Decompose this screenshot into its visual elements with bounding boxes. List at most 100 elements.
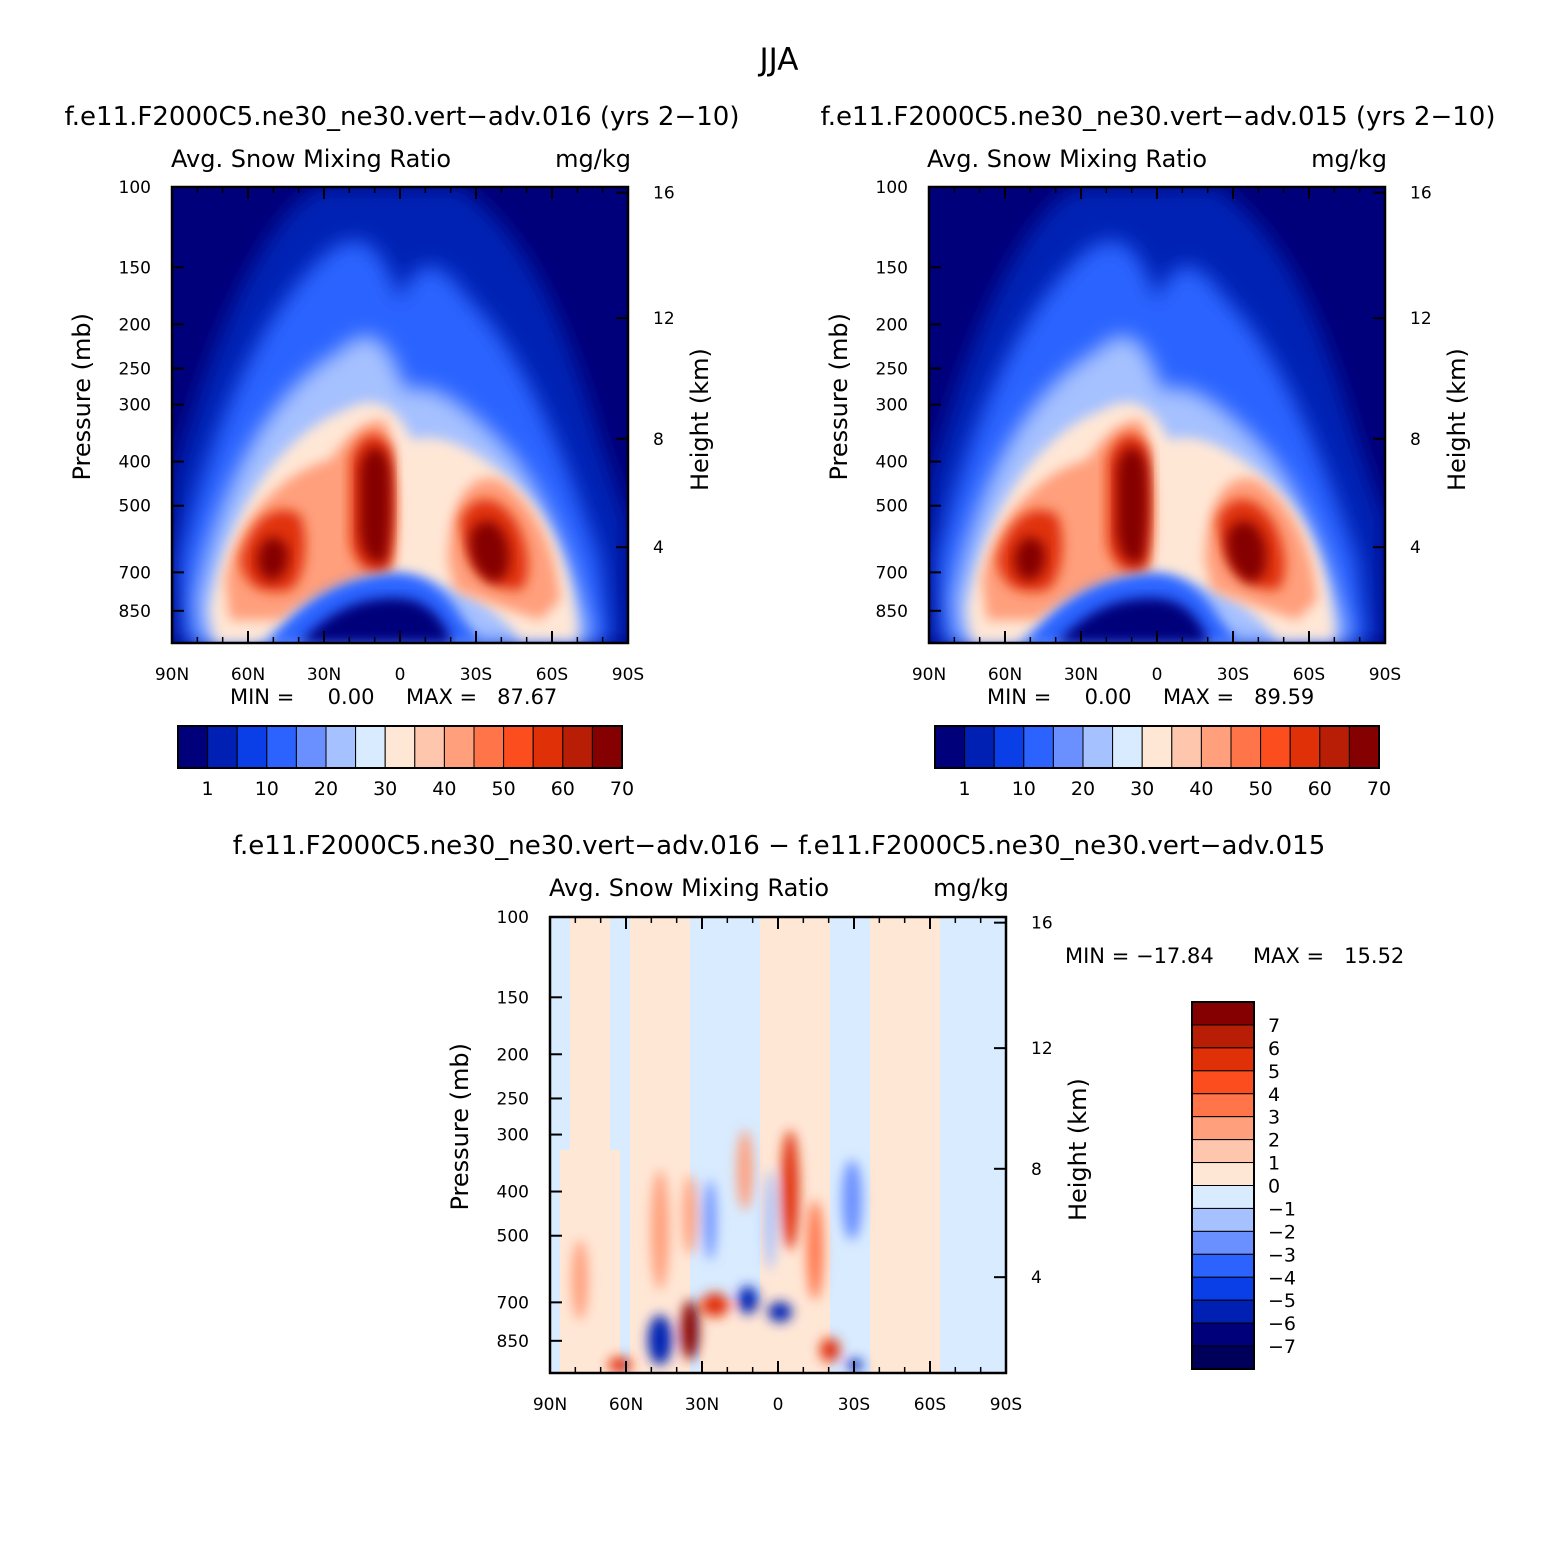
- panel-2-axes: 90N 60N 30N 0 30S 60S 90S 100 150 200 250 300 400 500…: [825, 178, 1471, 685]
- panel-2-colorbar-box: [1230, 725, 1262, 769]
- panel-2-max: MAX = 89.59: [1163, 685, 1314, 709]
- panel-3-max: MAX = 15.52: [1253, 944, 1404, 968]
- panel-2-colorbar-frame: [934, 725, 1380, 769]
- panel-1-xtick-label: 60N: [231, 665, 265, 685]
- panel-3-colorbar-box: [1191, 1139, 1255, 1164]
- panel-1-height-tick-label: 8: [653, 430, 664, 450]
- panel-3-colorbar-label: −4: [1268, 1267, 1296, 1289]
- panel-1-colorbar-box: [591, 725, 623, 769]
- panel-2-xtick-label: 90N: [912, 665, 946, 685]
- panel-3-xtick-label: 90N: [533, 1395, 567, 1415]
- panel-2-xtick-label: 60S: [1293, 665, 1325, 685]
- panel-3-axes: 90N 60N 30N 0 30S 60S 90S 100 150 200 250 300 400 500…: [446, 908, 1092, 1415]
- panel-3-xtick-label: 60S: [914, 1395, 946, 1415]
- panel-2-variable: Avg. Snow Mixing Ratio: [927, 145, 1207, 173]
- panel-2-ytick-label: 250: [876, 359, 908, 379]
- panel-3-colorbar-box: [1191, 1253, 1255, 1278]
- panel-2-colorbar-label: 70: [1367, 778, 1391, 800]
- panel-1-xtick-label: 0: [395, 665, 406, 685]
- panel-2-height-tick-label: 8: [1410, 430, 1421, 450]
- panel-1-ytick-label: 250: [119, 359, 151, 379]
- panel-1-colorbar-box: [207, 725, 238, 769]
- panel-3-colorbar-box: [1191, 1070, 1255, 1095]
- panel-1-colorbar-label: 30: [373, 778, 397, 800]
- panel-3: f.e11.F2000C5.ne30_ne30.vert−adv.016 − f…: [233, 831, 1405, 1415]
- panel-3-colorbar-label: −3: [1268, 1244, 1296, 1266]
- panel-1-variable: Avg. Snow Mixing Ratio: [171, 145, 451, 173]
- panel-3-colorbar-label: −1: [1268, 1198, 1296, 1220]
- panel-2-colorbar-box: [1082, 725, 1114, 769]
- panel-2-colorbar-box: [964, 725, 995, 769]
- panel-1-colorbar-box: [562, 725, 593, 769]
- panel-3-colorbar-box: [1191, 1047, 1255, 1072]
- panel-3-colorbar-box: [1191, 1276, 1255, 1301]
- panel-3-colorbar-label: −2: [1268, 1221, 1296, 1243]
- panel-3-colorbar-box: [1191, 1345, 1255, 1370]
- panel-2-ytick-label: 400: [876, 453, 908, 473]
- panel-1-ytick-label: 300: [119, 396, 151, 416]
- panel-2-colorbar-box: [1348, 725, 1380, 769]
- panel-2-colorbar-label: 60: [1308, 778, 1332, 800]
- panel-3-units: mg/kg: [933, 874, 1009, 902]
- panel-3-colorbar-label: −7: [1268, 1336, 1296, 1358]
- panel-1-ytick-label: 850: [119, 602, 151, 622]
- panel-3-ytick-label: 700: [497, 1293, 529, 1313]
- panel-3-case-title: f.e11.F2000C5.ne30_ne30.vert−adv.016 − f…: [233, 831, 1325, 861]
- panel-2-height-tick-label: 12: [1410, 309, 1432, 329]
- panel-3-colorbar-frame: [1191, 1001, 1255, 1370]
- panel-3-ylabel: Pressure (mb): [446, 1043, 474, 1210]
- panel-2-height-tick-label: 4: [1410, 538, 1421, 558]
- panel-2-xtick-label: 30N: [1064, 665, 1098, 685]
- panel-1-xtick-label: 90S: [612, 665, 644, 685]
- panel-3-xtick-label: 30S: [838, 1395, 870, 1415]
- panel-1-colorbar-label: 20: [314, 778, 338, 800]
- panel-2-height-tick-label: 16: [1410, 184, 1432, 204]
- panel-1-colorbar-box: [473, 725, 505, 769]
- panel-3-min: MIN = −17.84: [1065, 944, 1214, 968]
- panel-1-ytick-label: 700: [119, 563, 151, 583]
- panel-1-colorbar-label: 40: [432, 778, 456, 800]
- panel-3-colorbar-box: [1191, 1207, 1255, 1232]
- panel-2-colorbar-box: [1319, 725, 1350, 769]
- panel-2-colorbar: 1 10 20 30 40 50 60 70: [934, 725, 1391, 800]
- panel-2-colorbar-box: [1141, 725, 1173, 769]
- panel-3-xtick-label: 30N: [685, 1395, 719, 1415]
- panel-3-colorbar-label: 1: [1268, 1153, 1280, 1175]
- panel-3-variable: Avg. Snow Mixing Ratio: [549, 874, 829, 902]
- panel-2-colorbar-box: [1289, 725, 1321, 769]
- panel-3-colorbar-box: [1191, 1093, 1255, 1118]
- panel-2-xtick-label: 0: [1152, 665, 1163, 685]
- panel-3-ytick-label: 200: [497, 1045, 529, 1065]
- panel-2-ytick-label: 200: [876, 315, 908, 335]
- panel-2-colorbar-box: [1052, 725, 1084, 769]
- panel-1-xtick-label: 30S: [460, 665, 492, 685]
- panel-3-ytick-label: 100: [497, 908, 529, 928]
- panel-1-colorbar-label: 70: [610, 778, 634, 800]
- panel-2-colorbar-box: [1023, 725, 1054, 769]
- panel-1-ylabel: Pressure (mb): [68, 313, 96, 480]
- panel-3-colorbar-label: −6: [1268, 1313, 1296, 1335]
- panel-2-colorbar-label: 50: [1249, 778, 1273, 800]
- panel-3-height-tick-label: 8: [1031, 1160, 1042, 1180]
- panel-2-ylabel: Pressure (mb): [825, 313, 853, 480]
- panel-3-xtick-label: 60N: [609, 1395, 643, 1415]
- panel-3-xtick-label: 0: [773, 1395, 784, 1415]
- panel-1-height-tick-label: 4: [653, 538, 664, 558]
- panel-2-colorbar-box: [993, 725, 1025, 769]
- panel-1-colorbar-box: [295, 725, 327, 769]
- panel-1-units: mg/kg: [555, 145, 631, 173]
- panel-2-contour-field: [929, 187, 1385, 643]
- panel-3-ytick-label: 400: [497, 1183, 529, 1203]
- panel-1-colorbar-box: [532, 725, 564, 769]
- panel-2-colorbar-box: [1171, 725, 1202, 769]
- panel-3-colorbar-label: −5: [1268, 1290, 1296, 1312]
- panel-3-colorbar-box: [1191, 1024, 1255, 1049]
- panel-1-colorbar-label: 50: [492, 778, 516, 800]
- panel-1-colorbar-box: [503, 725, 534, 769]
- panel-1-axes: 90N 60N 30N 0 30S 60S 90S 100 150 200 250 300 400 500…: [68, 178, 714, 685]
- panel-1-ytick-label: 400: [119, 453, 151, 473]
- panel-2-colorbar-label: 40: [1189, 778, 1213, 800]
- panel-2-xtick-label: 90S: [1369, 665, 1401, 685]
- panel-3-colorbar-label: 4: [1268, 1084, 1280, 1106]
